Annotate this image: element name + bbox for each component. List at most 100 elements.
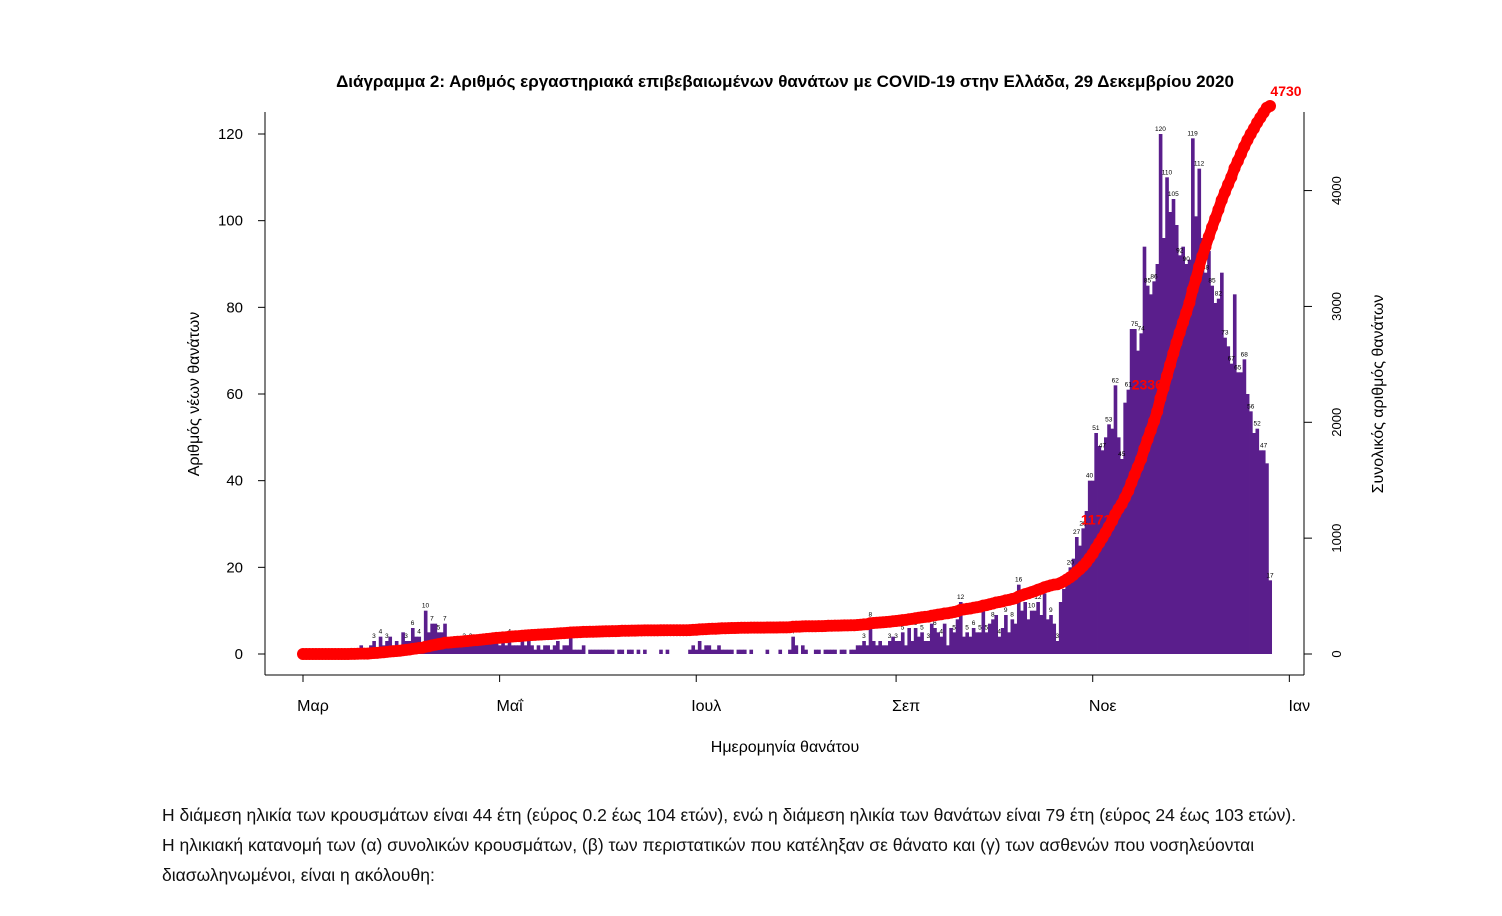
bar xyxy=(1152,281,1156,654)
bar-value-label: 5 xyxy=(978,624,982,631)
cumulative-point xyxy=(1151,405,1164,418)
bar xyxy=(710,649,715,654)
bar xyxy=(620,649,625,654)
bar-value-label: 105 xyxy=(1168,191,1179,198)
bar-value-label: 6 xyxy=(972,620,976,627)
bar xyxy=(485,636,489,654)
bar xyxy=(1258,450,1263,654)
cumulative-point xyxy=(1225,171,1238,184)
bar xyxy=(936,632,940,654)
bar-value-label: 73 xyxy=(1221,330,1229,337)
bar xyxy=(1078,545,1082,654)
bar xyxy=(507,636,512,654)
bar-value-label: 5 xyxy=(952,624,956,631)
bar xyxy=(536,645,541,654)
cumulative-point xyxy=(1135,453,1148,466)
bar xyxy=(917,636,921,654)
bar xyxy=(1049,615,1053,654)
bar xyxy=(830,649,834,654)
bar xyxy=(481,641,486,654)
bar xyxy=(1242,359,1247,654)
y-tick-label: 120 xyxy=(218,126,243,143)
bar xyxy=(556,641,560,654)
cumulative-point xyxy=(1148,415,1160,428)
bar xyxy=(1029,610,1034,654)
bar xyxy=(472,641,476,654)
cumulative-point xyxy=(1183,296,1196,309)
cumulative-line-layer: 1171 2336 4730 xyxy=(297,83,1302,660)
x-tick-label: Νοε xyxy=(1089,698,1117,715)
bar-value-label: 40 xyxy=(1086,473,1094,480)
y-tick-label: 0 xyxy=(235,646,243,663)
bar xyxy=(1213,303,1218,654)
bar xyxy=(833,649,837,654)
bar xyxy=(1004,615,1008,654)
bar xyxy=(1052,623,1057,654)
bar xyxy=(875,645,879,654)
bar xyxy=(1268,580,1273,654)
bar-value-label: 120 xyxy=(1155,126,1166,133)
y-tick-label: 80 xyxy=(226,299,243,316)
bar xyxy=(1042,593,1047,654)
cumulative-point xyxy=(1199,240,1212,253)
cumulative-point xyxy=(1157,382,1170,394)
bar-value-label: 4 xyxy=(379,629,383,636)
bar xyxy=(565,645,570,654)
bar xyxy=(1255,428,1260,654)
bar-value-label: 6 xyxy=(411,620,415,627)
x-axis: Μαρ Μαΐ Ιουλ Σεπ Νοε Ιαν xyxy=(297,675,1310,715)
bar-value-label: 5 xyxy=(984,624,988,631)
bar xyxy=(991,619,995,654)
bar xyxy=(1104,437,1108,654)
bar-value-label: 47 xyxy=(1260,442,1268,449)
bar xyxy=(926,641,931,654)
bar-value-label: 5 xyxy=(437,624,441,631)
bar xyxy=(465,641,470,654)
bar-value-label: 86 xyxy=(1150,273,1158,280)
bar-value-label: 75 xyxy=(1131,321,1139,328)
bar xyxy=(749,649,754,654)
bar-value-label: 8 xyxy=(868,611,872,618)
cumulative-point xyxy=(1193,260,1206,273)
bar-value-label: 10 xyxy=(1028,603,1036,610)
bar xyxy=(510,645,515,654)
bar xyxy=(572,649,576,654)
bar xyxy=(1191,138,1195,654)
bar-value-label: 4 xyxy=(417,629,421,636)
bar xyxy=(849,649,853,654)
bar xyxy=(659,649,663,654)
bar-value-label: 8 xyxy=(1010,611,1014,618)
bar xyxy=(1229,363,1234,654)
bar-value-label: 119 xyxy=(1187,130,1198,137)
bar xyxy=(720,649,725,654)
bar xyxy=(626,649,631,654)
bar xyxy=(1058,602,1063,654)
cumulative-point xyxy=(1164,358,1177,371)
bar xyxy=(478,641,483,654)
bar xyxy=(533,649,538,654)
bar xyxy=(920,632,924,654)
bar xyxy=(559,649,563,654)
bar xyxy=(984,632,989,654)
bar xyxy=(862,641,866,654)
bar-value-label: 85 xyxy=(1144,278,1152,285)
bar xyxy=(778,649,783,654)
bar xyxy=(704,645,708,654)
bar xyxy=(1265,463,1269,654)
bar xyxy=(855,645,860,654)
bar-value-label: 6 xyxy=(933,620,937,627)
bar xyxy=(523,645,528,654)
bar xyxy=(1123,402,1127,654)
bar xyxy=(1239,372,1243,654)
bar xyxy=(1226,346,1231,654)
bar xyxy=(546,645,550,654)
bar xyxy=(997,636,1002,654)
bar xyxy=(965,632,970,654)
bar xyxy=(688,649,692,654)
y2-tick-label: 3000 xyxy=(1329,292,1344,321)
bar xyxy=(791,636,795,654)
bar xyxy=(971,628,976,654)
bar-value-label: 90 xyxy=(1183,256,1191,263)
y2-tick-label: 0 xyxy=(1329,650,1344,657)
bar-value-label: 17 xyxy=(1266,572,1274,579)
